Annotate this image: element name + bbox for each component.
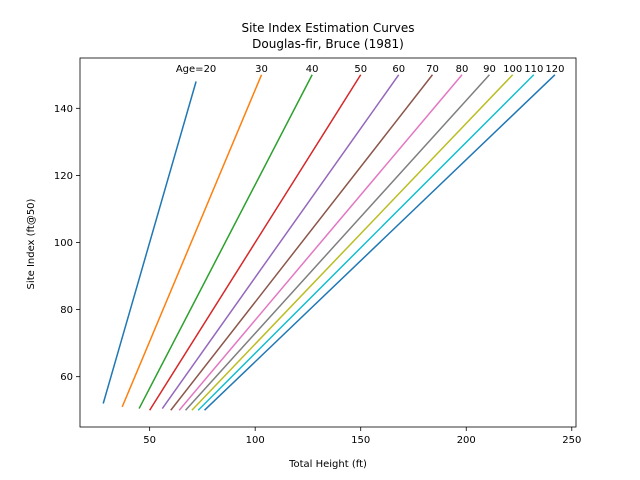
age-label: Age=20: [176, 64, 216, 75]
curve-group: [102, 74, 556, 411]
y-tick-label: 140: [54, 104, 73, 115]
chart-title: Site Index Estimation Curves: [241, 21, 414, 35]
age-label: 30: [255, 64, 268, 75]
curve-70: [170, 74, 434, 411]
age-label: 110: [524, 64, 543, 75]
age-label: 70: [426, 64, 439, 75]
y-tick-label: 120: [54, 171, 73, 182]
age-label-group: Age=20 30 40 50 60 70 80 90 100 110 120: [176, 64, 565, 75]
chart-subtitle: Douglas-fir, Bruce (1981): [252, 37, 404, 51]
x-tick-label: 150: [351, 435, 370, 446]
curve-50: [149, 74, 362, 411]
age-label: 50: [354, 64, 367, 75]
plot-area: [79, 57, 577, 428]
y-tick-label: 100: [54, 238, 73, 249]
y-axis-label: Site Index (ft@50): [26, 198, 37, 289]
age-label: 120: [545, 64, 564, 75]
age-label: 80: [456, 64, 469, 75]
age-label: 60: [392, 64, 405, 75]
x-tick-label: 100: [246, 435, 265, 446]
curve-30: [121, 74, 263, 408]
age-label: 90: [483, 64, 496, 75]
y-tick-label: 60: [60, 372, 73, 383]
y-tick-label: 80: [60, 305, 73, 316]
curve-110: [197, 74, 535, 411]
y-axis-ticks: 60 80 100 120 140: [54, 104, 80, 383]
x-axis-label: Total Height (ft): [288, 459, 367, 470]
age-label: 40: [306, 64, 319, 75]
curve-80: [178, 74, 463, 411]
x-tick-label: 200: [457, 435, 476, 446]
plot-frame: [79, 57, 577, 428]
age-label: 100: [503, 64, 522, 75]
curve-90: [184, 74, 491, 411]
curve-100: [191, 74, 514, 411]
curve-age20: [102, 81, 197, 404]
curve-60: [161, 74, 400, 409]
x-tick-label: 50: [143, 435, 156, 446]
curve-40: [138, 74, 313, 409]
curve-120: [204, 74, 556, 411]
x-tick-label: 250: [562, 435, 581, 446]
x-axis-ticks: 50 100 150 200 250: [143, 427, 581, 446]
